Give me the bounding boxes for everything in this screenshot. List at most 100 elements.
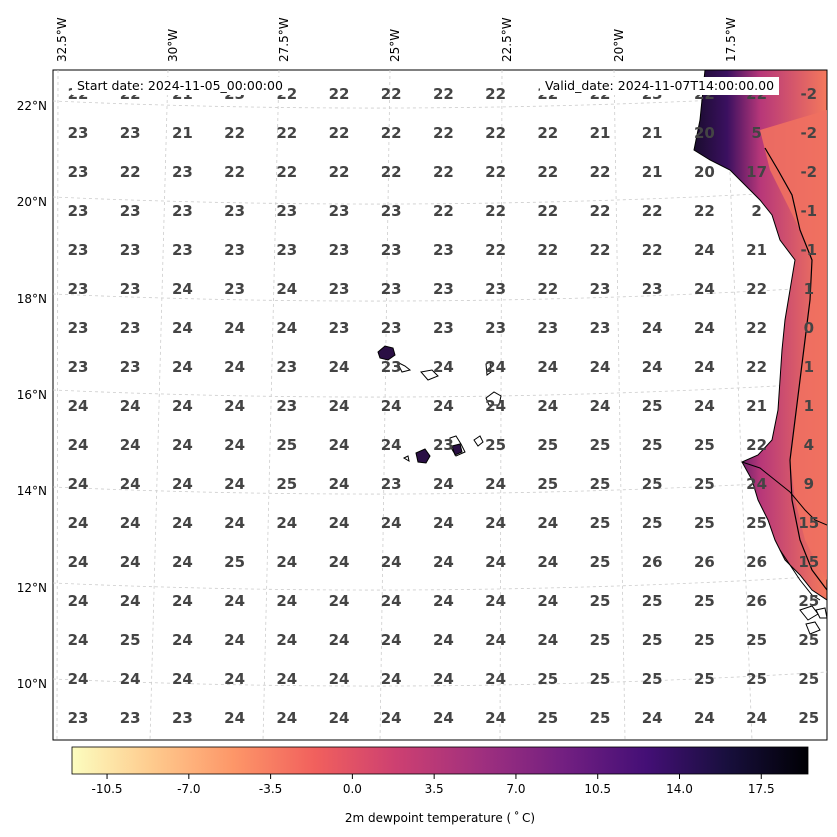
dewpoint-value: 24	[68, 670, 89, 688]
meridian-line	[613, 70, 626, 740]
colorbar-tick-label: -10.5	[92, 782, 123, 796]
parallel-line	[53, 671, 827, 687]
senegal-gambia-coast	[741, 461, 827, 601]
dewpoint-value: 22	[433, 202, 454, 220]
dewpoint-value: 24	[276, 631, 297, 649]
dewpoint-value: 25	[642, 475, 663, 493]
dewpoint-value: 24	[329, 397, 350, 415]
dewpoint-value: 23	[68, 202, 89, 220]
dewpoint-value: 24	[537, 514, 558, 532]
dewpoint-value: 24	[381, 436, 402, 454]
dewpoint-value: 24	[329, 670, 350, 688]
lat-label: 22°N	[17, 99, 47, 113]
dewpoint-value: 25	[590, 514, 611, 532]
dewpoint-value: 24	[276, 319, 297, 337]
colorbar: -10.5 -7.0 -3.5 0.0 3.5 7.0 10.5 14.0 17.5 2m de…	[71, 746, 809, 825]
dewpoint-value: 25	[590, 436, 611, 454]
dewpoint-value: 2	[751, 202, 761, 220]
dewpoint-value: 24	[68, 475, 89, 493]
dewpoint-value: 25	[798, 592, 819, 610]
dewpoint-value: 26	[746, 592, 767, 610]
colorbar-tick-label: -7.0	[177, 782, 200, 796]
dewpoint-value: 0	[804, 319, 814, 337]
dewpoint-value: 1	[804, 280, 814, 298]
dewpoint-value: 23	[224, 241, 245, 259]
dewpoint-value: 24	[224, 397, 245, 415]
dewpoint-value: 24	[120, 592, 141, 610]
dewpoint-value: 24	[485, 514, 506, 532]
dewpoint-value: 25	[642, 592, 663, 610]
dewpoint-value: 24	[381, 670, 402, 688]
dewpoint-value: 23	[276, 358, 297, 376]
dewpoint-value: 24	[433, 475, 454, 493]
dewpoint-value: 24	[433, 670, 454, 688]
dewpoint-value: 25	[642, 436, 663, 454]
dewpoint-value: 23	[68, 709, 89, 727]
dewpoint-value: 24	[329, 631, 350, 649]
dewpoint-value: 24	[276, 592, 297, 610]
dewpoint-value: 24	[224, 631, 245, 649]
colorbar-gradient	[71, 746, 809, 775]
dewpoint-value: 24	[329, 436, 350, 454]
colorbar-tick-label: 14.0	[666, 782, 693, 796]
dewpoint-value: 23	[68, 124, 89, 142]
dewpoint-value: 24	[537, 592, 558, 610]
dewpoint-value: 25	[590, 670, 611, 688]
dewpoint-value: 24	[120, 514, 141, 532]
dewpoint-value: 23	[381, 241, 402, 259]
dewpoint-value: 25	[537, 709, 558, 727]
dewpoint-value: 24	[485, 358, 506, 376]
island	[805, 621, 821, 635]
parallel-line	[53, 189, 827, 205]
island	[377, 345, 396, 361]
dewpoint-value: 24	[485, 670, 506, 688]
dewpoint-value: 22	[381, 85, 402, 103]
dewpoint-value: 24	[485, 475, 506, 493]
meridian-line	[262, 70, 280, 740]
meridian-line	[499, 70, 503, 740]
dewpoint-value: 23	[68, 280, 89, 298]
dewpoint-value: 21	[746, 241, 767, 259]
dewpoint-value: 24	[642, 358, 663, 376]
dewpoint-value: 22	[224, 163, 245, 181]
dewpoint-value: 24	[172, 358, 193, 376]
dewpoint-value: 23	[172, 709, 193, 727]
dewpoint-value: 22	[433, 124, 454, 142]
dewpoint-value: 23	[329, 280, 350, 298]
dewpoint-value: 22	[485, 85, 506, 103]
dewpoint-value: 21	[172, 124, 193, 142]
dewpoint-value: 23	[172, 163, 193, 181]
island	[415, 448, 431, 464]
dewpoint-value: 23	[433, 436, 454, 454]
coastline-outline	[764, 147, 827, 591]
dewpoint-value: 24	[276, 709, 297, 727]
dewpoint-value: 23	[120, 709, 141, 727]
parallel-line	[53, 479, 827, 495]
dewpoint-value: 24	[68, 592, 89, 610]
lon-label: 22.5°W	[500, 17, 514, 62]
dewpoint-value: 23	[172, 202, 193, 220]
dewpoint-value: 24	[120, 436, 141, 454]
dewpoint-value: 24	[68, 631, 89, 649]
dewpoint-value: 24	[120, 397, 141, 415]
dewpoint-value: 25	[276, 475, 297, 493]
dewpoint-value: 24	[68, 436, 89, 454]
cape-verde-islands	[377, 345, 502, 464]
meridian-line	[725, 70, 753, 740]
dewpoint-value: 22	[590, 241, 611, 259]
dewpoint-value: 22	[120, 163, 141, 181]
dewpoint-value: 24	[276, 280, 297, 298]
dewpoint-value: 26	[642, 553, 663, 571]
island	[815, 607, 827, 619]
dewpoint-value: -1	[800, 202, 817, 220]
island	[451, 443, 463, 456]
dewpoint-value: 23	[172, 241, 193, 259]
dewpoint-value: 24	[433, 358, 454, 376]
colorbar-tick-label: 0.0	[343, 782, 362, 796]
longitude-labels: 32.5°W 30°W 27.5°W 25°W 22.5°W 20°W 17.5…	[55, 17, 738, 62]
dewpoint-value: 25	[798, 670, 819, 688]
lon-label: 27.5°W	[277, 17, 291, 62]
dewpoint-value: 24	[381, 592, 402, 610]
dewpoint-value: 24	[694, 280, 715, 298]
dewpoint-value: 22	[746, 319, 767, 337]
